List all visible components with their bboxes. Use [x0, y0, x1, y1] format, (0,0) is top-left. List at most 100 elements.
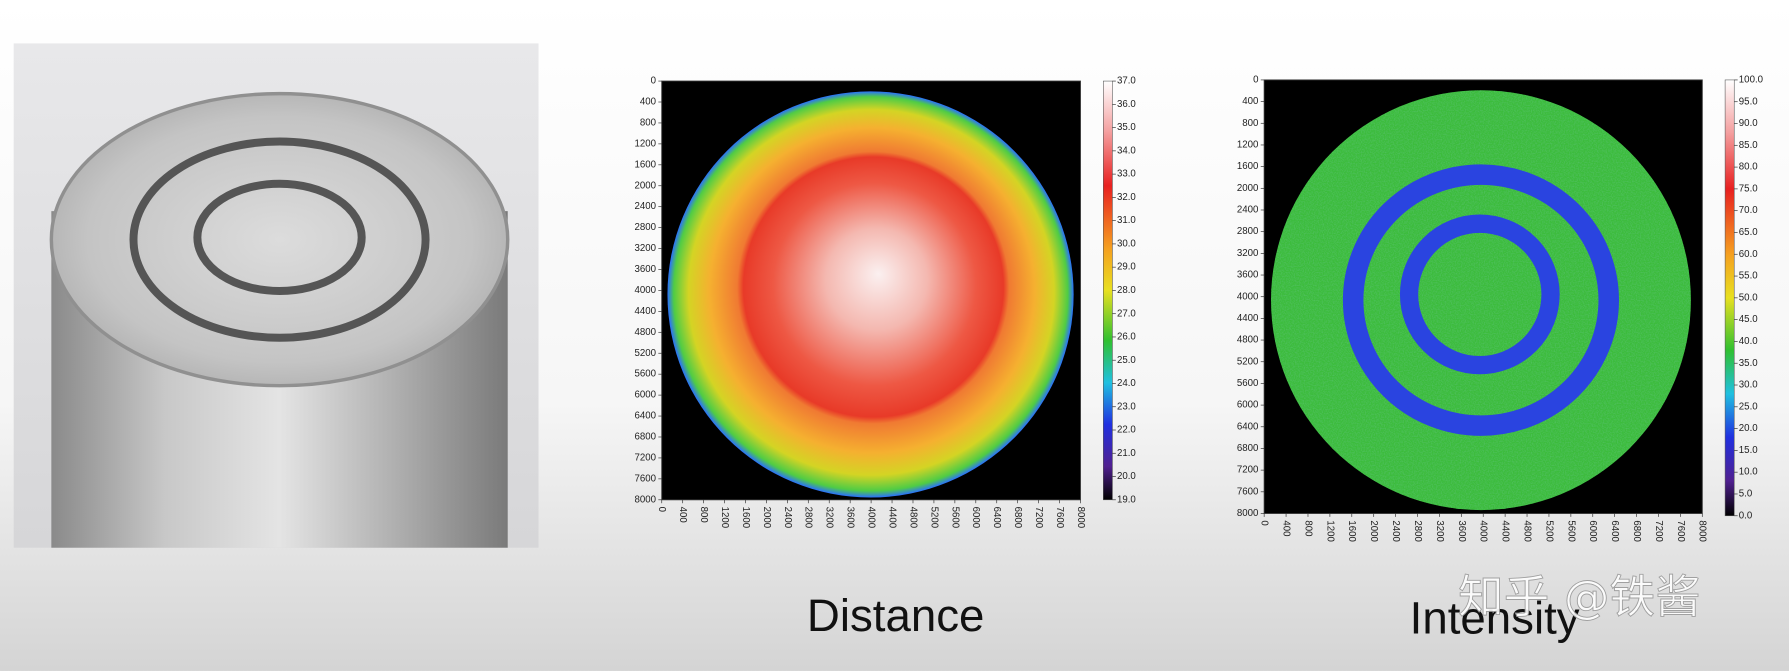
x-tick-label: 6000	[1587, 520, 1598, 542]
colorbar-tick-label: 25.0	[1739, 401, 1758, 412]
y-tick-label: 7200	[634, 452, 656, 463]
y-tick-label: 5200	[634, 348, 656, 359]
y-tick-label: 2000	[1237, 183, 1259, 194]
colorbar-tick-label: 55.0	[1739, 271, 1758, 282]
x-tick-label: 6800	[1631, 520, 1642, 542]
x-tick-label: 3600	[845, 507, 856, 529]
x-tick-label: 7600	[1054, 507, 1065, 529]
colorbar-tick-label: 75.0	[1739, 183, 1758, 194]
x-tick-label: 2800	[1412, 520, 1423, 542]
y-tick-label: 3200	[634, 243, 656, 254]
colorbar-tick-label: 27.0	[1117, 308, 1136, 319]
y-tick-label: 7200	[1237, 465, 1259, 476]
colorbar-tick-label: 30.0	[1117, 238, 1136, 249]
y-tick-label: 4400	[634, 306, 656, 317]
y-tick-label: 6000	[634, 390, 656, 401]
x-tick-label: 4800	[1521, 520, 1532, 542]
colorbar-tick-label: 34.0	[1117, 145, 1136, 156]
colorbar-tick-label: 0.0	[1739, 510, 1753, 521]
x-tick-label: 800	[1302, 520, 1313, 537]
chart-title: Intensity	[1410, 592, 1580, 643]
colorbar-tick-label: 23.0	[1117, 401, 1136, 412]
y-tick-label: 6800	[1237, 443, 1259, 454]
photo	[13, 43, 539, 548]
colorbar-tick-label: 28.0	[1117, 285, 1136, 296]
colorbar-tick-label: 21.0	[1117, 448, 1136, 459]
colorbar-tick-label: 100.0	[1739, 74, 1764, 85]
y-tick-label: 4400	[1237, 313, 1259, 324]
y-tick-label: 1600	[634, 159, 656, 170]
colorbar-tick-label: 5.0	[1739, 489, 1753, 500]
colorbar	[1103, 80, 1113, 501]
colorbar-tick-label: 60.0	[1739, 249, 1758, 260]
y-tick-label: 6800	[634, 432, 656, 443]
y-tick-label: 8000	[634, 494, 656, 505]
x-tick-label: 6000	[970, 507, 981, 529]
colorbar	[1724, 79, 1735, 517]
x-tick-label: 4400	[1500, 520, 1511, 542]
colorbar-tick-label: 95.0	[1739, 96, 1758, 107]
chart-title: Distance	[807, 590, 985, 641]
y-tick-label: 1200	[634, 138, 656, 149]
colorbar-tick-label: 40.0	[1739, 336, 1758, 347]
y-tick-label: 3600	[634, 264, 656, 275]
x-tick-label: 5600	[949, 507, 960, 529]
y-tick-label: 5200	[1237, 356, 1259, 367]
y-tick-label: 800	[640, 118, 657, 129]
y-tick-label: 4800	[634, 327, 656, 338]
colorbar-tick-label: 33.0	[1117, 169, 1136, 180]
colorbar-tick-label: 50.0	[1739, 292, 1758, 303]
x-tick-label: 7600	[1675, 520, 1686, 542]
y-tick-label: 400	[640, 97, 657, 108]
colorbar-tick-label: 32.0	[1117, 192, 1136, 203]
x-tick-label: 7200	[1033, 507, 1044, 529]
colorbar-tick-label: 24.0	[1117, 378, 1136, 389]
y-tick-label: 0	[1253, 74, 1259, 85]
y-tick-label: 6000	[1237, 400, 1259, 411]
colorbar-tick-label: 31.0	[1117, 215, 1136, 226]
x-tick-label: 1600	[740, 507, 751, 529]
colorbar-tick-label: 29.0	[1117, 262, 1136, 273]
y-tick-label: 400	[1242, 96, 1259, 107]
x-tick-label: 8000	[1075, 507, 1086, 529]
y-tick-label: 4000	[634, 285, 656, 296]
distance-map	[661, 81, 1081, 500]
y-tick-label: 2400	[634, 201, 656, 212]
colorbar-tick-label: 70.0	[1739, 205, 1758, 216]
x-tick-label: 1200	[1324, 520, 1335, 542]
colorbar-tick-label: 19.0	[1117, 494, 1136, 505]
x-tick-label: 8000	[1697, 520, 1708, 542]
colorbar-tick-label: 30.0	[1739, 380, 1758, 391]
colorbar-tick-label: 65.0	[1739, 227, 1758, 238]
y-tick-label: 5600	[634, 369, 656, 380]
colorbar-tick-label: 36.0	[1117, 99, 1136, 110]
intensity-map	[1264, 79, 1703, 514]
colorbar-tick-label: 22.0	[1117, 425, 1136, 436]
colorbar-tick-label: 35.0	[1739, 358, 1758, 369]
x-tick-label: 1200	[719, 507, 730, 529]
y-tick-label: 8000	[1237, 508, 1259, 519]
x-tick-label: 5200	[1543, 520, 1554, 542]
colorbar-tick-label: 45.0	[1739, 314, 1758, 325]
colorbar-tick-label: 37.0	[1117, 76, 1136, 87]
x-tick-label: 4000	[1478, 520, 1489, 542]
x-tick-label: 5200	[928, 507, 939, 529]
x-tick-label: 0	[1259, 520, 1270, 526]
y-tick-label: 1600	[1237, 161, 1259, 172]
y-tick-label: 6400	[1237, 421, 1259, 432]
y-tick-label: 1200	[1237, 140, 1259, 151]
x-tick-label: 400	[1281, 520, 1292, 537]
colorbar-tick-label: 20.0	[1117, 471, 1136, 482]
y-tick-label: 2800	[1237, 226, 1259, 237]
colorbar-tick-label: 85.0	[1739, 140, 1758, 151]
x-tick-label: 2400	[1390, 520, 1401, 542]
x-tick-label: 400	[677, 507, 688, 524]
colorbar-tick-label: 35.0	[1117, 122, 1136, 133]
y-tick-label: 2800	[634, 222, 656, 233]
x-tick-label: 2800	[803, 507, 814, 529]
x-tick-label: 6800	[1012, 507, 1023, 529]
y-tick-label: 6400	[634, 411, 656, 422]
y-tick-label: 2000	[634, 180, 656, 191]
x-tick-label: 2400	[782, 507, 793, 529]
